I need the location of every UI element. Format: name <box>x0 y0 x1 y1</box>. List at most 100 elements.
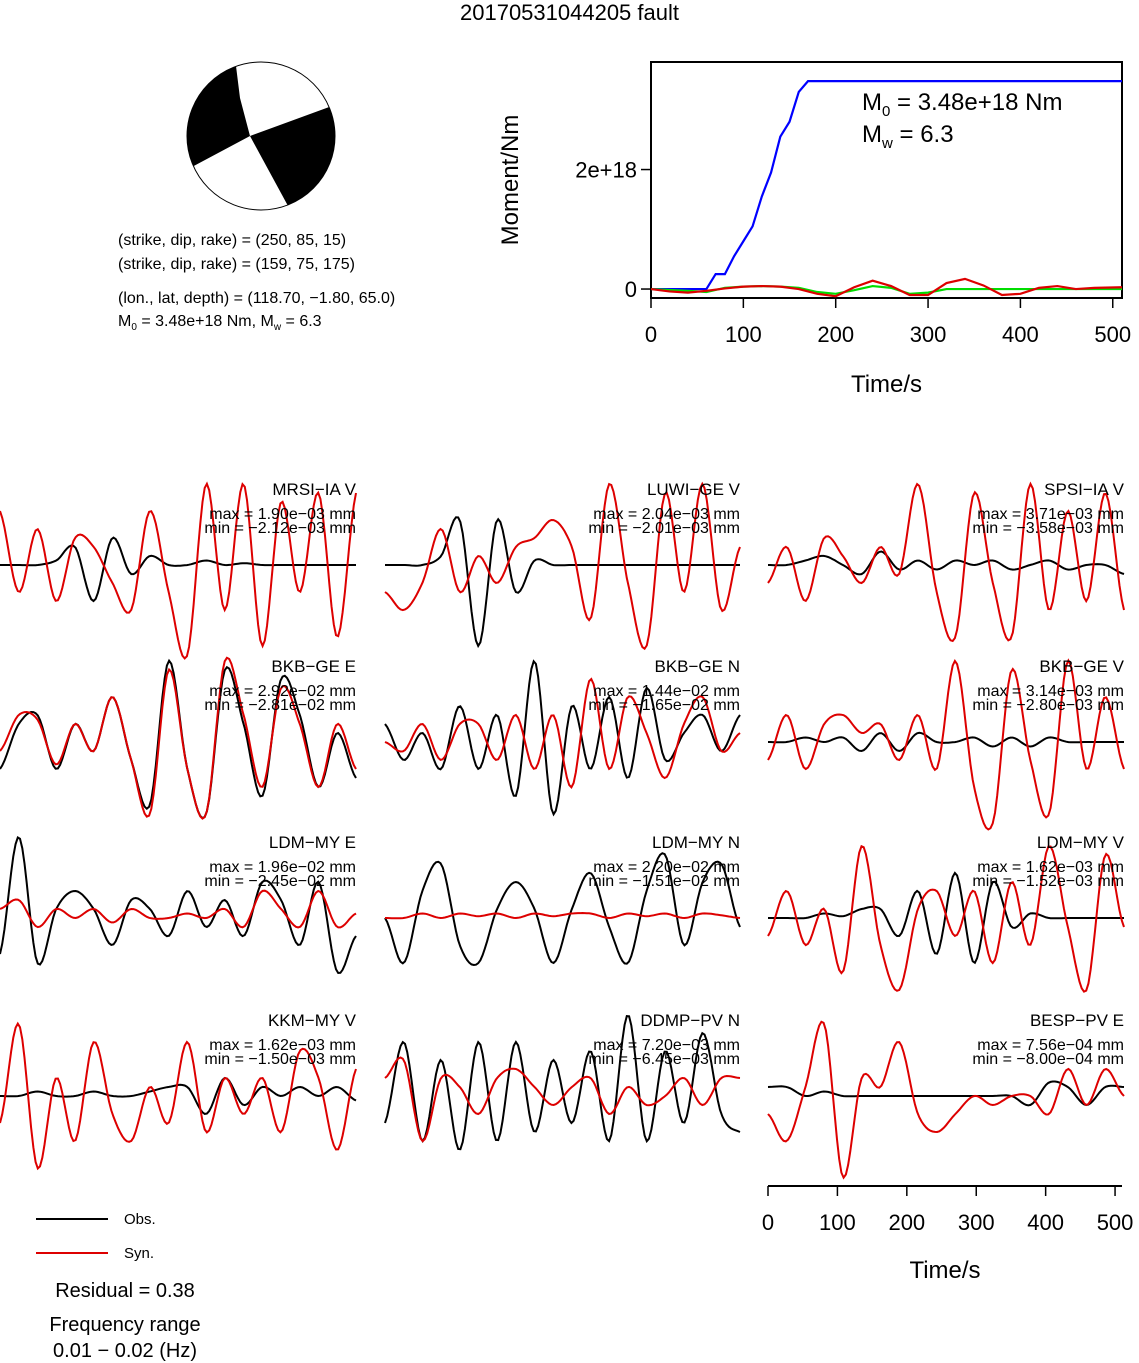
moment-series-2 <box>650 277 1123 298</box>
moment-xtick-label: 400 <box>1002 322 1039 347</box>
synthetic-trace <box>767 658 1125 831</box>
moment-m0-annotation: M0 = 3.48e+18 Nm <box>862 89 1062 120</box>
moment-summary: M0 = 3.48e+18 Nm, Mw = 6.3 <box>118 313 322 334</box>
synthetic-trace <box>767 481 1125 643</box>
synthetic-trace <box>384 677 741 790</box>
beachball-diagram <box>186 61 336 211</box>
moment-xlabel: Time/s <box>851 371 922 398</box>
moment-xtick-label: 100 <box>725 322 762 347</box>
station-min: min = −1.52e−03 mm <box>972 873 1124 890</box>
hypocenter-location: (lon., lat, depth) = (118.70, −1.80, 65.… <box>118 290 396 307</box>
nodal-plane-1: (strike, dip, rake) = (250, 85, 15) <box>118 232 347 249</box>
moment-xtick-label: 500 <box>1094 322 1131 347</box>
station-min: min = −2.01e−03 mm <box>588 520 740 537</box>
observed-trace <box>385 516 740 649</box>
station-min: min = −1.50e−03 mm <box>204 1051 356 1068</box>
synthetic-trace <box>0 656 357 820</box>
observed-trace <box>0 536 356 603</box>
beachball-outline <box>186 61 336 211</box>
synthetic-trace <box>767 844 1125 993</box>
synthetic-trace <box>767 1020 1125 1180</box>
legend <box>36 1218 108 1254</box>
observed-trace <box>384 659 741 817</box>
station-max: max = 7.20e−03 mm <box>593 1037 740 1054</box>
waveform-xtick-label: 400 <box>1027 1210 1064 1235</box>
station-max: max = 1.62e−03 mm <box>209 1037 356 1054</box>
station-name: LUWI−GE V <box>647 480 741 499</box>
station-max: max = 7.56e−04 mm <box>977 1037 1124 1054</box>
observed-trace <box>384 852 741 967</box>
station-name: BESP−PV E <box>1030 1011 1124 1030</box>
moment-chart: 0 100 200 300 400 500 0 2e+18 Time/s Moment/Nm M0 … <box>497 61 1131 398</box>
nodal-plane-2: (strike, dip, rake) = (159, 75, 175) <box>118 256 355 273</box>
legend-syn-label: Syn. <box>124 1245 155 1262</box>
synthetic-trace <box>384 1056 741 1143</box>
frequency-range-value: 0.01 − 0.02 (Hz) <box>53 1340 197 1362</box>
station-name: BKB−GE N <box>654 657 740 676</box>
frequency-range-label: Frequency range <box>49 1314 201 1336</box>
observed-trace <box>767 1080 1125 1107</box>
synthetic-trace <box>0 1021 357 1171</box>
moment-ylabel: Moment/Nm <box>497 115 524 246</box>
station-min: min = −2.81e−02 mm <box>204 697 356 714</box>
station-min: min = −6.45e−03 mm <box>588 1051 740 1068</box>
legend-obs-label: Obs. <box>124 1211 156 1228</box>
waveform-xtick-label: 500 <box>1097 1210 1134 1235</box>
observed-trace <box>384 1015 741 1151</box>
waveform-xlabel: Time/s <box>909 1257 980 1284</box>
station-name: BKB−GE V <box>1039 657 1124 676</box>
station-min: min = −8.00e−04 mm <box>972 1051 1124 1068</box>
observed-trace <box>768 550 1125 576</box>
synthetic-trace <box>0 889 357 929</box>
station-min: min = −2.80e−03 mm <box>972 697 1124 714</box>
moment-xtick-label: 0 <box>645 322 657 347</box>
station-max: max = 2.04e−03 mm <box>593 506 740 523</box>
residual-label: Residual = 0.38 <box>55 1280 195 1302</box>
moment-ytick-label: 0 <box>625 277 637 302</box>
synthetic-trace <box>385 911 741 920</box>
station-max: max = 3.71e−03 mm <box>977 506 1124 523</box>
station-name: SPSI−IA V <box>1044 480 1125 499</box>
moment-xtick-label: 300 <box>910 322 947 347</box>
observed-trace <box>0 836 357 975</box>
figure-title: 20170531044205 fault <box>460 0 679 25</box>
station-min: min = −2.12e−03 mm <box>204 520 356 537</box>
observed-trace <box>768 731 1124 753</box>
station-name: LDM−MY N <box>652 833 740 852</box>
moment-xtick-label: 200 <box>817 322 854 347</box>
waveform-xtick-label: 200 <box>888 1210 925 1235</box>
station-max: max = 1.44e−02 mm <box>593 683 740 700</box>
station-min: min = −2.45e−02 mm <box>204 873 356 890</box>
station-max: max = 3.14e−03 mm <box>977 683 1124 700</box>
moment-mw-annotation: Mw = 6.3 <box>862 121 954 152</box>
station-name: LDM−MY V <box>1037 833 1125 852</box>
station-min: min = −1.65e−02 mm <box>588 697 740 714</box>
station-name: DDMP−PV N <box>640 1011 740 1030</box>
synthetic-trace <box>384 481 741 651</box>
waveform-xtick-label: 100 <box>819 1210 856 1235</box>
moment-plot-frame <box>650 61 1123 299</box>
station-min: min = −3.58e−03 mm <box>972 520 1124 537</box>
station-name: BKB−GE E <box>271 657 356 676</box>
station-max: max = 2.20e−02 mm <box>593 859 740 876</box>
station-max: max = 1.90e−03 mm <box>209 506 356 523</box>
station-name: LDM−MY E <box>269 833 356 852</box>
moment-series-0 <box>651 80 1122 291</box>
station-max: max = 1.62e−03 mm <box>977 859 1124 876</box>
station-max: max = 2.92e−02 mm <box>209 683 356 700</box>
station-name: KKM−MY V <box>268 1011 357 1030</box>
moment-ytick-label: 2e+18 <box>575 158 637 183</box>
station-name: MRSI−IA V <box>272 480 356 499</box>
synthetic-trace <box>0 481 357 660</box>
